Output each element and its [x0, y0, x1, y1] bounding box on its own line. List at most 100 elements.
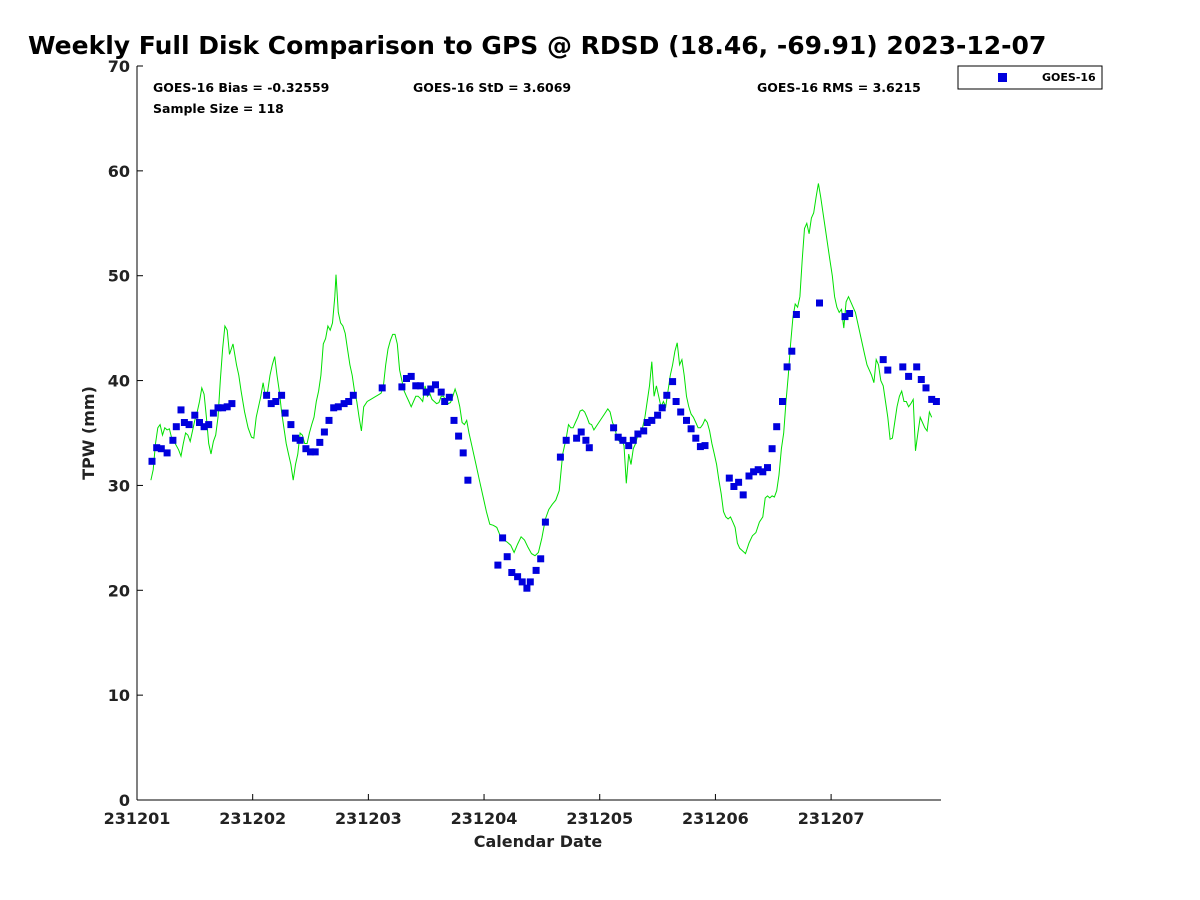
goes-data-point — [287, 421, 295, 429]
legend-box — [957, 65, 1103, 90]
goes-data-point — [629, 436, 637, 444]
goes-data-point — [905, 372, 913, 380]
goes-data-point — [928, 395, 936, 403]
goes-data-point — [169, 436, 177, 444]
goes-data-point — [267, 400, 275, 408]
goes-data-point — [180, 419, 188, 426]
x-tick-label: 231202 — [219, 809, 286, 828]
goes-data-point — [669, 378, 677, 386]
goes-data-point — [773, 423, 781, 431]
goes-data-point — [292, 434, 299, 442]
goes-data-point — [205, 421, 213, 429]
y-ticks: 0 10 20 30 40 50 60 70 — [108, 57, 143, 810]
goes-data-point — [153, 444, 161, 452]
goes-data-point — [701, 442, 709, 450]
goes-data-point — [739, 491, 747, 499]
goes-data-point — [185, 421, 193, 429]
plot-area: 0 10 20 30 40 50 60 70 231201 231202 231203 231204… — [104, 57, 941, 828]
goes-data-point — [445, 393, 453, 401]
goes-data-point — [508, 569, 516, 576]
goes-data-point — [735, 478, 743, 486]
stat-sample-size: Sample Size = 118 — [153, 101, 284, 116]
y-tick-label: 10 — [108, 686, 130, 705]
goes-data-point — [526, 578, 534, 586]
goes-data-point — [325, 416, 333, 424]
legend: GOES-16 — [957, 65, 1103, 90]
y-tick-label: 40 — [108, 372, 130, 391]
goes-data-point — [196, 419, 203, 426]
goes-data-point — [214, 404, 222, 412]
goes-data-point — [585, 444, 593, 452]
x-tick-label: 231206 — [682, 809, 749, 828]
goes-data-point — [725, 474, 733, 482]
goes-data-point — [191, 411, 199, 419]
goes-data-point — [503, 553, 511, 561]
goes-data-point — [163, 449, 171, 457]
goes-data-point — [658, 404, 666, 412]
goes-data-point — [416, 382, 424, 390]
goes-data-point — [272, 398, 280, 405]
goes-data-point — [556, 453, 564, 461]
goes-data-point — [320, 428, 328, 436]
goes-data-point — [683, 416, 690, 424]
goes-data-point — [378, 384, 386, 392]
goes-data-point — [663, 391, 671, 399]
goes-data-point — [779, 398, 786, 405]
goes-series-points — [148, 299, 940, 592]
goes-data-point — [427, 385, 435, 393]
goes-data-point — [677, 408, 685, 416]
goes-data-point — [783, 363, 791, 371]
goes-data-point — [750, 468, 758, 476]
goes-data-point — [464, 476, 472, 484]
goes-data-point — [514, 573, 522, 581]
goes-data-point — [696, 443, 704, 451]
goes-data-point — [441, 398, 449, 405]
goes-data-point — [532, 566, 540, 574]
goes-data-point — [573, 434, 581, 442]
goes-data-point — [349, 391, 357, 399]
goes-data-point — [672, 398, 680, 405]
goes-data-point — [450, 416, 458, 424]
goes-data-point — [582, 436, 590, 444]
goes-data-point — [562, 436, 570, 444]
goes-data-point — [932, 398, 940, 405]
goes-data-point — [157, 445, 165, 453]
goes-data-point — [614, 433, 622, 441]
stat-std: GOES-16 StD = 3.6069 — [413, 80, 571, 95]
x-ticks: 231201 231202 231203 231204 231205 231206 2312… — [104, 794, 865, 828]
y-tick-label: 20 — [108, 581, 130, 600]
goes-data-point — [407, 372, 415, 380]
goes-data-point — [764, 464, 771, 472]
goes-data-point — [177, 406, 185, 414]
y-axis-label: TPW (mm) — [79, 386, 98, 480]
goes-data-point — [172, 423, 180, 431]
goes-data-point — [398, 383, 406, 391]
goes-data-point — [841, 313, 849, 321]
goes-data-point — [263, 391, 271, 399]
stat-bias: GOES-16 Bias = -0.32559 — [153, 80, 329, 95]
chart-title: Weekly Full Disk Comparison to GPS @ RDS… — [28, 31, 1046, 60]
goes-data-point — [619, 436, 627, 444]
goes-data-point — [643, 419, 651, 426]
legend-label: GOES-16 — [1042, 71, 1096, 84]
goes-data-point — [640, 427, 648, 435]
x-tick-label: 231207 — [798, 809, 865, 828]
goes-data-point — [518, 578, 526, 586]
goes-data-point — [200, 423, 208, 431]
goes-data-point — [788, 347, 796, 355]
goes-data-point — [730, 483, 738, 490]
goes-data-point — [816, 299, 823, 307]
goes-data-point — [634, 430, 642, 438]
goes-data-point — [523, 584, 531, 592]
goes-data-point — [209, 409, 217, 417]
stat-rms: GOES-16 RMS = 3.6215 — [757, 80, 921, 95]
goes-data-point — [541, 518, 549, 526]
goes-data-point — [922, 384, 930, 392]
goes-data-point — [307, 448, 314, 456]
goes-data-point — [759, 468, 767, 476]
goes-data-point — [913, 363, 921, 371]
goes-data-point — [884, 366, 892, 374]
goes-data-point — [455, 432, 463, 440]
goes-data-point — [302, 445, 310, 453]
goes-data-point — [792, 311, 800, 318]
